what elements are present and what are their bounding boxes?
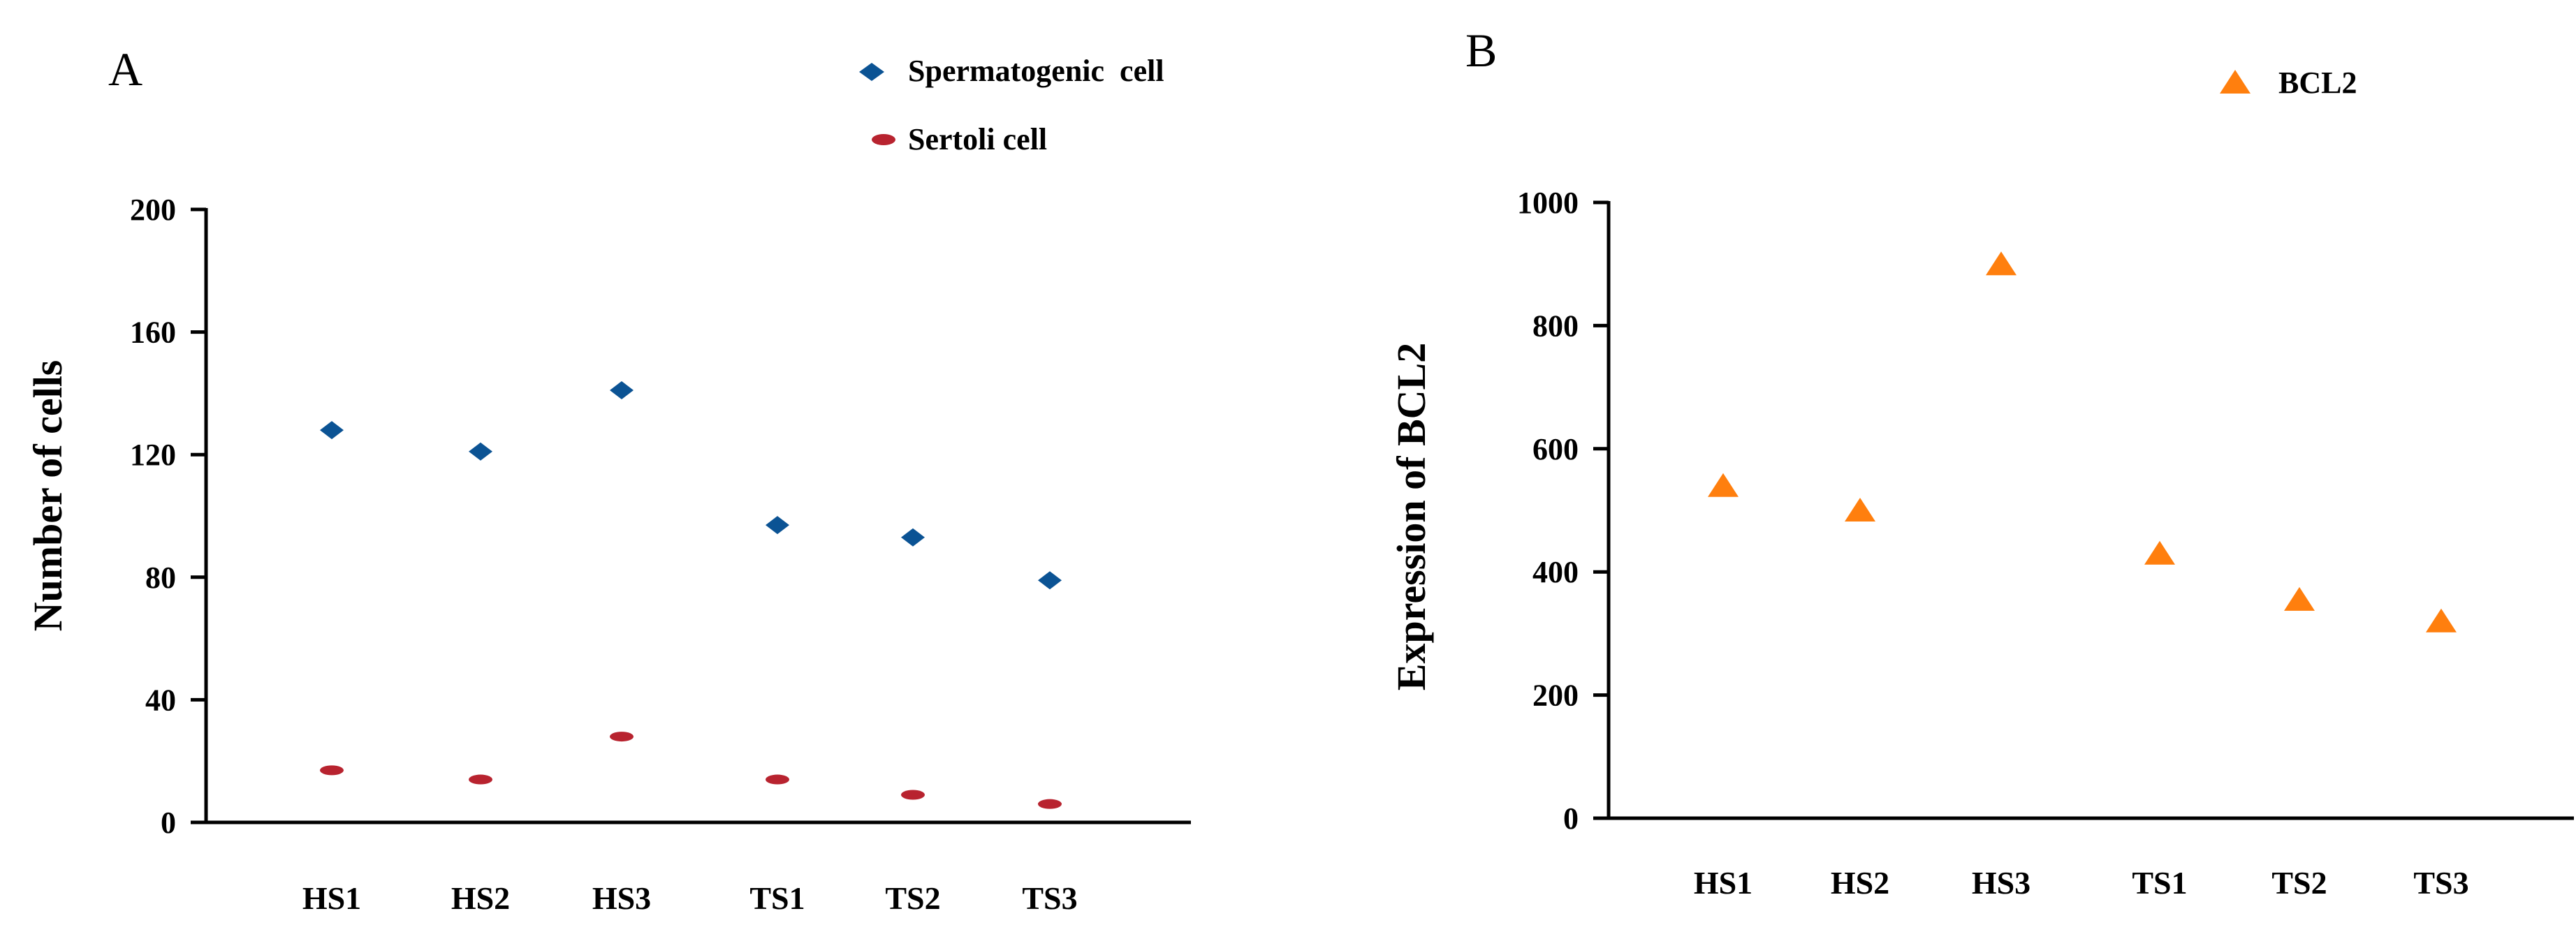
x-category-label: TS2 — [2271, 865, 2327, 901]
axes-b — [1607, 201, 2574, 820]
x-categories-a: HS1 HS2 HS3 TS1 TS2 TS3 — [302, 880, 1078, 916]
point-ellipse-ts2 — [901, 790, 925, 800]
x-category-label: TS1 — [749, 880, 805, 916]
point-diamond-ts3 — [1038, 571, 1062, 590]
point-ellipse-hs3 — [610, 732, 634, 742]
y-tick-label: 600 — [1532, 432, 1579, 466]
legend-marker-sertoli — [872, 134, 895, 145]
x-category-label: TS3 — [2413, 865, 2468, 901]
x-category-label: HS2 — [1831, 865, 1889, 901]
point-triangle-hs3 — [1986, 251, 2017, 276]
panel-a: A Spermatogenic cell Sertoli cell Number… — [25, 43, 1191, 916]
legend-b: BCL2 — [2220, 66, 2357, 100]
legend-marker-spermatogenic — [859, 63, 884, 81]
y-tick-label: 0 — [161, 806, 176, 840]
x-category-label: TS3 — [1022, 880, 1077, 916]
point-triangle-ts3 — [2426, 608, 2457, 633]
legend-label-spermatogenic: Spermatogenic cell — [908, 54, 1164, 88]
data-points-b — [1708, 251, 2457, 633]
panel-b: B BCL2 Expression of BCL2 0 200 400 600 800 1… — [1389, 24, 2574, 901]
x-category-label: HS1 — [1694, 865, 1752, 901]
x-category-label: HS1 — [302, 880, 361, 916]
y-tick-label: 800 — [1532, 309, 1579, 343]
axes-a — [204, 208, 1191, 824]
x-category-label: TS1 — [2132, 865, 2187, 901]
y-tick-label: 200 — [1532, 679, 1579, 713]
x-category-label: TS2 — [885, 880, 940, 916]
x-category-label: HS3 — [592, 880, 651, 916]
point-ellipse-hs1 — [320, 765, 344, 776]
legend-label-sertoli: Sertoli cell — [908, 122, 1047, 156]
legend-a: Spermatogenic cell Sertoli cell — [859, 54, 1164, 156]
point-ellipse-ts3 — [1038, 799, 1062, 809]
point-diamond-ts1 — [766, 516, 789, 535]
legend-marker-bcl2 — [2220, 70, 2251, 94]
y-tick-label: 1000 — [1517, 186, 1579, 220]
y-axis-label-a: Number of cells — [25, 360, 71, 632]
data-points-a — [320, 381, 1062, 809]
y-tick-label: 0 — [1563, 801, 1579, 836]
point-triangle-hs1 — [1708, 473, 1739, 497]
point-diamond-hs1 — [320, 421, 344, 440]
panel-label-a: A — [108, 43, 142, 96]
point-diamond-ts2 — [901, 528, 925, 547]
x-category-label: HS2 — [451, 880, 510, 916]
point-triangle-ts1 — [2144, 540, 2175, 565]
panel-label-b: B — [1465, 24, 1497, 77]
y-tick-label: 400 — [1532, 555, 1579, 589]
y-ticks-a: 0 40 80 120 160 200 — [130, 193, 206, 840]
y-ticks-b: 0 200 400 600 800 1000 — [1517, 186, 1609, 836]
y-tick-label: 40 — [145, 683, 176, 717]
y-tick-label: 80 — [145, 561, 176, 595]
x-category-label: HS3 — [1972, 865, 2030, 901]
point-diamond-hs3 — [610, 381, 634, 400]
point-triangle-ts2 — [2284, 586, 2315, 611]
point-ellipse-hs2 — [469, 774, 492, 785]
y-tick-label: 200 — [130, 193, 176, 227]
point-ellipse-ts1 — [766, 774, 789, 785]
point-triangle-hs2 — [1845, 498, 1875, 522]
y-tick-label: 160 — [130, 316, 176, 350]
y-axis-label-b: Expression of BCL2 — [1389, 343, 1434, 690]
point-diamond-hs2 — [469, 442, 492, 461]
x-categories-b: HS1 HS2 HS3 TS1 TS2 TS3 — [1694, 865, 2469, 901]
legend-label-bcl2: BCL2 — [2278, 66, 2357, 100]
y-tick-label: 120 — [130, 438, 176, 472]
